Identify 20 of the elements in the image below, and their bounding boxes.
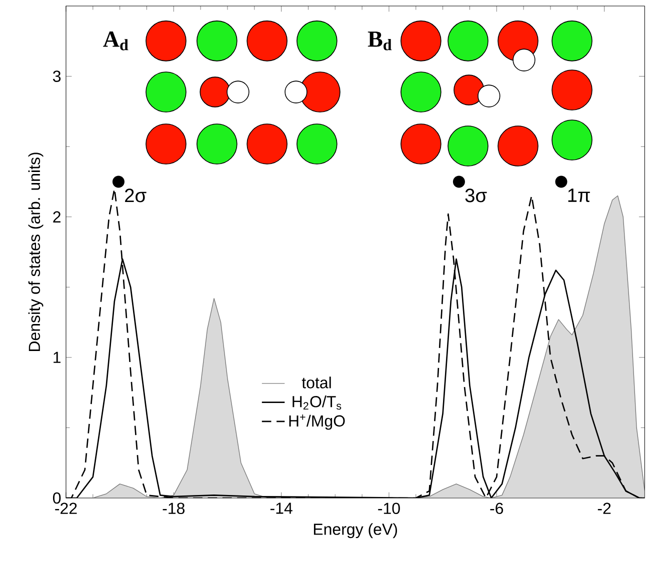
annotation: 3σ bbox=[465, 188, 487, 202]
annotation: A$_{d}$ bbox=[103, 32, 128, 50]
legend-label: H$^{+}$/MgO bbox=[289, 414, 345, 430]
y-tick-label: 3 bbox=[52, 70, 61, 82]
y-tick-label: 1 bbox=[54, 352, 61, 363]
x-tick-label: -10 bbox=[378, 502, 400, 514]
y-tick-label: 2 bbox=[53, 211, 60, 222]
x-axis-title: Energy (eV) bbox=[314, 523, 397, 538]
legend-label: total bbox=[302, 376, 331, 388]
x-tick-label: -2 bbox=[598, 502, 611, 514]
y-tick-label: 0 bbox=[53, 492, 61, 504]
x-tick-label: -6 bbox=[490, 502, 504, 514]
annotation: 1π bbox=[568, 188, 590, 202]
x-tick-label: -22 bbox=[55, 502, 77, 514]
legend-label: H$_{2}$O/T$_{s}$ bbox=[292, 396, 342, 410]
annotation: B$_{d}$ bbox=[368, 32, 392, 50]
x-tick-label: -14 bbox=[270, 502, 292, 514]
x-tick-label: -18 bbox=[162, 502, 185, 514]
y-axis-title: Density of states (arb. units) bbox=[28, 152, 44, 352]
annotation: 2σ bbox=[125, 188, 146, 202]
